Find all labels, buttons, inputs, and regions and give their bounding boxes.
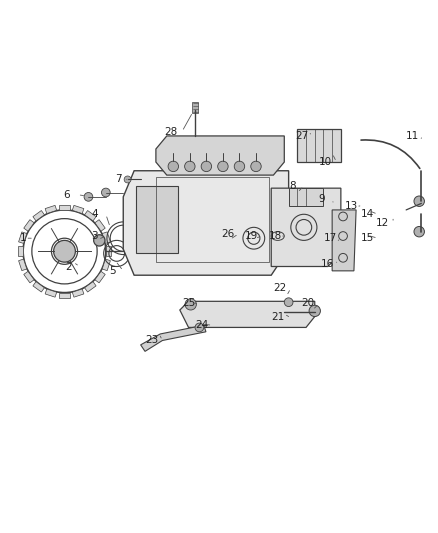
- Bar: [192, 102, 198, 113]
- Bar: [136, 186, 178, 254]
- Polygon shape: [332, 210, 356, 271]
- Polygon shape: [18, 246, 23, 256]
- Text: 16: 16: [321, 260, 335, 269]
- Text: 5: 5: [109, 266, 116, 276]
- Text: 25: 25: [182, 298, 195, 309]
- Bar: [289, 188, 323, 206]
- Polygon shape: [141, 325, 206, 351]
- Polygon shape: [156, 136, 284, 175]
- Text: 19: 19: [245, 231, 258, 241]
- Polygon shape: [123, 171, 289, 275]
- Text: 8: 8: [290, 181, 296, 191]
- Text: 17: 17: [323, 233, 337, 243]
- Text: 26: 26: [221, 229, 234, 239]
- Text: 14: 14: [360, 209, 374, 219]
- Circle shape: [84, 192, 93, 201]
- Circle shape: [284, 298, 293, 306]
- Circle shape: [168, 161, 179, 172]
- Text: 2: 2: [66, 262, 72, 271]
- Text: 13: 13: [345, 200, 358, 211]
- Polygon shape: [72, 205, 84, 214]
- Polygon shape: [24, 220, 34, 231]
- Text: 12: 12: [375, 218, 389, 228]
- Polygon shape: [59, 205, 70, 210]
- Polygon shape: [85, 211, 96, 221]
- Text: 11: 11: [406, 131, 419, 141]
- Text: 18: 18: [269, 231, 282, 241]
- Polygon shape: [45, 289, 57, 297]
- Polygon shape: [18, 232, 27, 244]
- Text: 15: 15: [360, 233, 374, 243]
- Text: 23: 23: [145, 335, 158, 345]
- Circle shape: [309, 305, 321, 317]
- Text: 6: 6: [64, 190, 70, 200]
- Circle shape: [185, 161, 195, 172]
- Polygon shape: [24, 271, 34, 283]
- Text: 1: 1: [20, 233, 26, 243]
- Circle shape: [218, 161, 228, 172]
- Text: 3: 3: [92, 231, 98, 241]
- Bar: [297, 130, 341, 162]
- Polygon shape: [102, 232, 110, 244]
- Circle shape: [185, 298, 196, 310]
- Polygon shape: [102, 259, 110, 271]
- Polygon shape: [33, 281, 44, 292]
- Text: 21: 21: [271, 312, 284, 321]
- Circle shape: [251, 161, 261, 172]
- Circle shape: [102, 188, 110, 197]
- Text: 9: 9: [318, 194, 325, 204]
- Text: 28: 28: [165, 126, 178, 136]
- Circle shape: [94, 235, 105, 246]
- Circle shape: [195, 323, 204, 332]
- Circle shape: [414, 196, 424, 206]
- Polygon shape: [180, 301, 315, 327]
- Text: 10: 10: [319, 157, 332, 167]
- Text: 27: 27: [295, 131, 308, 141]
- Text: 4: 4: [92, 209, 98, 219]
- Circle shape: [234, 161, 245, 172]
- Bar: [156, 177, 269, 262]
- Circle shape: [414, 227, 424, 237]
- Polygon shape: [33, 211, 44, 221]
- Circle shape: [53, 240, 75, 262]
- Text: 22: 22: [273, 283, 286, 293]
- Polygon shape: [85, 281, 96, 292]
- Circle shape: [201, 161, 212, 172]
- Polygon shape: [45, 205, 57, 214]
- Polygon shape: [72, 289, 84, 297]
- Polygon shape: [95, 220, 105, 231]
- Polygon shape: [95, 271, 105, 283]
- Circle shape: [124, 176, 131, 183]
- Text: 7: 7: [116, 174, 122, 184]
- Text: 20: 20: [302, 298, 315, 309]
- Polygon shape: [18, 259, 27, 271]
- Polygon shape: [271, 188, 341, 266]
- Polygon shape: [106, 246, 111, 256]
- Polygon shape: [59, 293, 70, 298]
- Text: 24: 24: [195, 320, 208, 330]
